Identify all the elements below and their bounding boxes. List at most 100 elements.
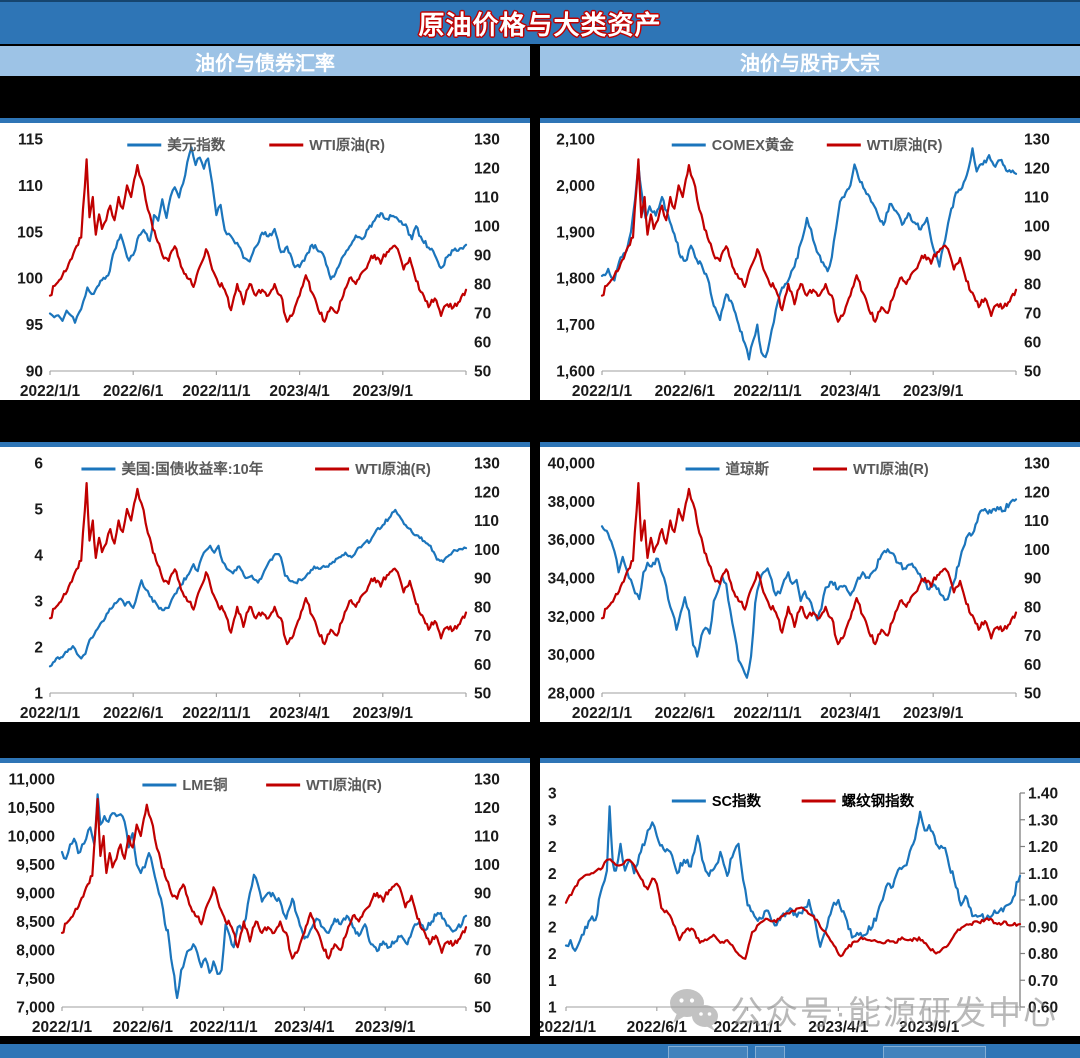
left-axis-tick-label: 1 [34, 686, 43, 703]
legend-label: SC指数 [712, 792, 762, 810]
legend-label: LME铜 [182, 776, 227, 794]
left-axis-tick-label: 95 [26, 317, 44, 334]
footer-bar [0, 1044, 1080, 1058]
right-axis-tick-label: 60 [474, 657, 491, 674]
x-axis-tick-label: 2022/11/1 [734, 383, 802, 400]
right-axis-tick-label: 120 [1024, 161, 1050, 178]
x-axis-tick-label: 2022/1/1 [20, 705, 81, 722]
left-axis-tick-label: 30,000 [548, 647, 595, 664]
chart-panel-comex-gold: 2,100 2,000 1,900 1,800 1,700 1,600 130 120 110 1… [540, 118, 1080, 400]
left-axis-tick-label: 34,000 [548, 571, 595, 588]
right-axis-tick-label: 50 [474, 364, 491, 381]
right-axis-tick-label: 110 [474, 190, 499, 207]
series-line-blue [564, 805, 1022, 952]
x-axis-tick-label: 2022/1/1 [540, 1019, 597, 1036]
right-axis-tick-label: 80 [1024, 599, 1041, 616]
left-axis-tick-label: 3 [548, 786, 557, 803]
legend-label: 美国:国债收益率:10年 [121, 460, 263, 478]
right-axis-tick-label: 80 [474, 914, 491, 931]
x-axis-tick-label: 2023/4/1 [269, 705, 330, 722]
right-axis-tick-label: 0.80 [1028, 946, 1058, 963]
legend-label: WTI原油(R) [309, 136, 385, 154]
left-axis-tick-label: 32,000 [548, 609, 595, 626]
x-axis-tick-label: 2023/9/1 [353, 705, 414, 722]
x-axis-tick-label: 2022/11/1 [734, 705, 802, 722]
left-axis-tick-label: 1,700 [556, 317, 595, 334]
x-axis-tick-label: 2022/6/1 [627, 1019, 688, 1036]
series-line-blue [48, 508, 468, 668]
sc-index-vs-rebar-chart: 3 3 2 2 2 2 2 1 1 1.40 1.30 1.20 1.10 1.00 0.90 0.80 0.7… [536, 786, 1058, 1037]
chart-panel-dow-jones: 40,000 38,000 36,000 34,000 32,000 30,000 28,0… [540, 442, 1080, 722]
left-axis-tick-label: 90 [26, 364, 43, 381]
right-axis-tick-label: 70 [474, 628, 491, 645]
right-axis-tick-label: 120 [1024, 484, 1050, 501]
series-line-red [600, 158, 1018, 323]
left-axis-tick-label: 7,500 [16, 971, 55, 988]
x-axis-tick-label: 2022/11/1 [182, 705, 250, 722]
left-axis-tick-label: 105 [17, 224, 43, 241]
left-axis-tick-label: 1,800 [556, 271, 595, 288]
left-axis-tick-label: 2 [548, 866, 557, 883]
x-axis-tick-label: 2023/4/1 [808, 1019, 869, 1036]
x-axis-tick-label: 2022/11/1 [182, 383, 250, 400]
right-axis-tick-label: 90 [474, 248, 491, 265]
series-line-blue [60, 793, 468, 999]
x-axis-tick-label: 2023/4/1 [269, 383, 330, 400]
left-axis-tick-label: 2,100 [556, 132, 595, 149]
left-axis-tick-label: 10,500 [8, 800, 55, 817]
x-axis-tick-label: 2022/1/1 [32, 1019, 93, 1036]
footer-cell [883, 1046, 986, 1058]
right-axis-tick-label: 1.30 [1028, 812, 1058, 829]
watermark-text: 公众号·能源研发中心 [730, 994, 1058, 1031]
right-axis-tick-label: 120 [474, 484, 500, 501]
x-axis-tick-label: 2023/9/1 [355, 1019, 416, 1036]
x-axis-tick-label: 2022/1/1 [572, 705, 633, 722]
us-10y-yield-vs-wti-chart: 6 5 4 3 2 1 130 120 110 100 90 80 70 60 50 2022/1/1 2022… [20, 456, 500, 723]
chart-panel-usd-index: 115 110 105 100 95 90 130 120 110 100 90 80 70 60 50 20… [0, 118, 530, 400]
watermark: 公众号·能源研发中心 [668, 986, 1058, 1034]
series-line-blue [600, 498, 1018, 679]
right-axis-tick-label: 60 [474, 335, 491, 352]
left-axis-tick-label: 40,000 [548, 456, 595, 473]
left-axis-tick-label: 2 [548, 893, 557, 910]
left-axis-tick-label: 2 [548, 946, 557, 963]
right-axis-tick-label: 80 [1024, 277, 1041, 294]
right-axis-tick-label: 60 [474, 971, 491, 988]
right-axis-tick-label: 100 [1024, 542, 1050, 559]
legend-label: WTI原油(R) [306, 776, 382, 794]
x-axis-tick-label: 2023/9/1 [903, 383, 964, 400]
right-axis-tick-label: 90 [474, 886, 491, 903]
right-axis-tick-label: 130 [474, 772, 500, 789]
legend-label: WTI原油(R) [355, 460, 431, 478]
right-axis-tick-label: 0.70 [1028, 973, 1058, 990]
x-axis-tick-label: 2022/6/1 [103, 383, 164, 400]
comex-gold-vs-wti-chart: 2,100 2,000 1,900 1,800 1,700 1,600 130 120 110 1… [556, 132, 1050, 401]
series-line-red [564, 858, 1022, 960]
left-axis-tick-label: 1 [548, 973, 557, 990]
column-header-stocks-commodities-label: 油价与股市大宗 [740, 52, 880, 75]
left-axis-tick-label: 1,600 [556, 364, 595, 381]
right-axis-tick-label: 110 [1024, 190, 1049, 207]
left-axis-tick-label: 8,000 [16, 943, 55, 960]
right-axis-tick-label: 60 [1024, 657, 1041, 674]
right-axis-tick-label: 110 [474, 829, 499, 846]
right-axis-tick-label: 130 [1024, 132, 1050, 149]
left-axis-tick-label: 3 [34, 594, 43, 611]
right-axis-tick-label: 120 [474, 800, 500, 817]
right-axis-tick-label: 100 [474, 542, 500, 559]
x-axis-tick-label: 2022/1/1 [572, 383, 633, 400]
right-axis-tick-label: 50 [474, 1000, 491, 1017]
left-axis-tick-label: 2 [34, 640, 43, 657]
right-axis-tick-label: 90 [1024, 248, 1041, 265]
right-axis-tick-label: 50 [474, 686, 491, 703]
x-axis-tick-label: 2023/9/1 [903, 705, 964, 722]
right-axis-tick-label: 80 [474, 599, 491, 616]
right-axis-tick-label: 100 [1024, 219, 1050, 236]
left-axis-tick-label: 10,000 [8, 829, 55, 846]
left-axis-tick-label: 38,000 [548, 494, 595, 511]
series-line-red [600, 482, 1018, 646]
report-title-bar: 原油价格与大类资产 [0, 0, 1080, 44]
left-axis-tick-label: 5 [34, 502, 43, 519]
right-axis-tick-label: 1.20 [1028, 839, 1058, 856]
right-axis-tick-label: 70 [474, 943, 491, 960]
